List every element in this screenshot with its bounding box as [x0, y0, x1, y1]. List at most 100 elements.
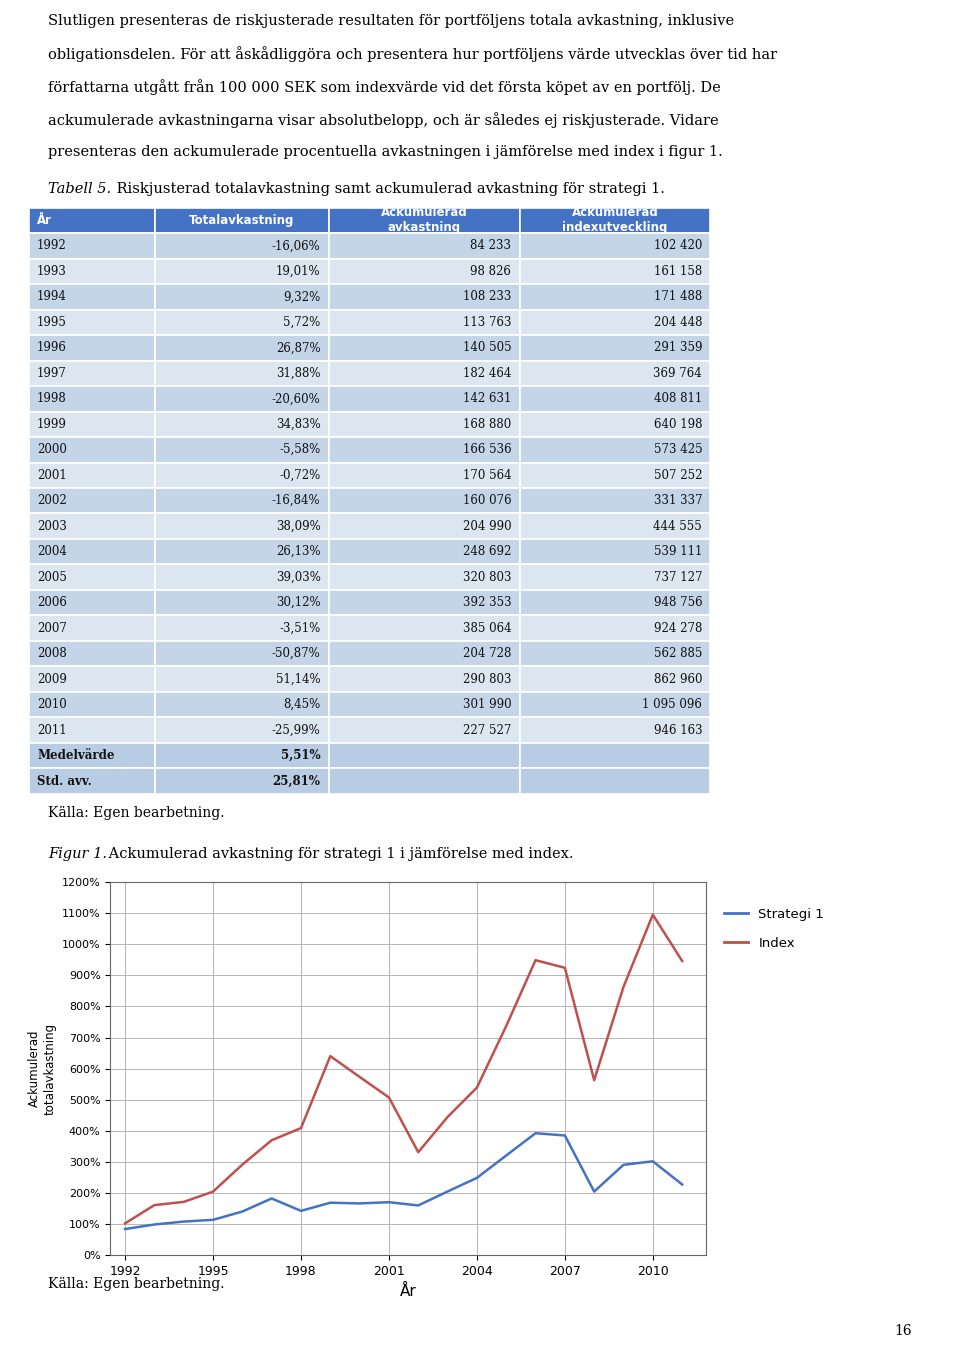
- Bar: [29, 361, 155, 385]
- Bar: [519, 385, 710, 411]
- Text: 946 163: 946 163: [654, 723, 702, 737]
- Bar: [328, 361, 519, 385]
- Text: Slutligen presenteras de riskjusterade resultaten för portföljens totala avkastn: Slutligen presenteras de riskjusterade r…: [48, 14, 734, 27]
- Text: 2002: 2002: [37, 494, 67, 508]
- Bar: [155, 718, 328, 742]
- Text: 444 555: 444 555: [654, 520, 702, 533]
- Text: 39,03%: 39,03%: [276, 571, 321, 584]
- Bar: [328, 284, 519, 309]
- Bar: [155, 463, 328, 489]
- Bar: [29, 718, 155, 742]
- Bar: [328, 385, 519, 411]
- Bar: [519, 666, 710, 692]
- Text: 408 811: 408 811: [654, 392, 702, 406]
- Bar: [328, 489, 519, 513]
- Text: 290 803: 290 803: [463, 673, 512, 685]
- Bar: [519, 718, 710, 742]
- Text: 2005: 2005: [37, 571, 67, 584]
- Bar: [155, 437, 328, 463]
- Bar: [29, 385, 155, 411]
- Bar: [155, 335, 328, 361]
- Text: Medelvärde: Medelvärde: [37, 749, 114, 763]
- Text: 204 728: 204 728: [463, 647, 512, 660]
- Text: 227 527: 227 527: [463, 723, 512, 737]
- Text: 862 960: 862 960: [654, 673, 702, 685]
- Text: 291 359: 291 359: [654, 342, 702, 354]
- Text: 38,09%: 38,09%: [276, 520, 321, 533]
- Bar: [155, 284, 328, 309]
- Text: 161 158: 161 158: [654, 265, 702, 278]
- Text: Riskjusterad totalavkastning samt ackumulerad avkastning för strategi 1.: Riskjusterad totalavkastning samt ackumu…: [112, 182, 665, 197]
- Text: 142 631: 142 631: [463, 392, 512, 406]
- Bar: [155, 742, 328, 768]
- Bar: [328, 309, 519, 335]
- Text: 1993: 1993: [37, 265, 67, 278]
- Bar: [328, 742, 519, 768]
- Bar: [155, 616, 328, 641]
- Bar: [328, 437, 519, 463]
- Bar: [29, 616, 155, 641]
- Bar: [155, 590, 328, 616]
- Text: 204 448: 204 448: [654, 316, 702, 328]
- Bar: [519, 284, 710, 309]
- Bar: [519, 489, 710, 513]
- Text: 9,32%: 9,32%: [283, 290, 321, 304]
- Text: -0,72%: -0,72%: [279, 468, 321, 482]
- Bar: [155, 233, 328, 259]
- Bar: [155, 565, 328, 590]
- Text: 737 127: 737 127: [654, 571, 702, 584]
- Bar: [328, 208, 519, 233]
- Text: 30,12%: 30,12%: [276, 596, 321, 609]
- Text: -3,51%: -3,51%: [279, 622, 321, 635]
- Bar: [519, 641, 710, 666]
- Text: författarna utgått från 100 000 SEK som indexvärde vid det första köpet av en po: författarna utgått från 100 000 SEK som …: [48, 79, 721, 95]
- Bar: [29, 768, 155, 794]
- Text: 168 880: 168 880: [463, 418, 512, 430]
- Bar: [519, 437, 710, 463]
- Text: 2008: 2008: [37, 647, 67, 660]
- Text: 539 111: 539 111: [654, 546, 702, 558]
- Text: 392 353: 392 353: [463, 596, 512, 609]
- Bar: [29, 641, 155, 666]
- Text: Totalavkastning: Totalavkastning: [189, 214, 295, 227]
- Text: 507 252: 507 252: [654, 468, 702, 482]
- Text: Ackumulerad avkastning för strategi 1 i jämförelse med index.: Ackumulerad avkastning för strategi 1 i …: [105, 847, 574, 862]
- Text: 331 337: 331 337: [654, 494, 702, 508]
- Text: 2007: 2007: [37, 622, 67, 635]
- Bar: [155, 641, 328, 666]
- Bar: [519, 361, 710, 385]
- Text: 1995: 1995: [37, 316, 67, 328]
- Bar: [29, 742, 155, 768]
- Bar: [519, 539, 710, 565]
- Text: 573 425: 573 425: [654, 444, 702, 456]
- Text: 301 990: 301 990: [463, 697, 512, 711]
- Bar: [155, 666, 328, 692]
- Text: 182 464: 182 464: [463, 366, 512, 380]
- Text: 170 564: 170 564: [463, 468, 512, 482]
- Text: 108 233: 108 233: [463, 290, 512, 304]
- Bar: [328, 590, 519, 616]
- Text: 102 420: 102 420: [654, 239, 702, 252]
- Bar: [519, 590, 710, 616]
- X-axis label: År: År: [399, 1284, 417, 1299]
- Bar: [29, 437, 155, 463]
- Text: 51,14%: 51,14%: [276, 673, 321, 685]
- Bar: [519, 335, 710, 361]
- Bar: [519, 768, 710, 794]
- Text: Std. avv.: Std. avv.: [37, 775, 92, 787]
- Text: 1997: 1997: [37, 366, 67, 380]
- Bar: [519, 513, 710, 539]
- Text: Ackumulerad
avkastning: Ackumulerad avkastning: [381, 206, 468, 235]
- Bar: [29, 565, 155, 590]
- Text: -20,60%: -20,60%: [272, 392, 321, 406]
- Bar: [155, 411, 328, 437]
- Bar: [519, 411, 710, 437]
- Text: 2004: 2004: [37, 546, 67, 558]
- Bar: [328, 692, 519, 718]
- Text: -5,58%: -5,58%: [279, 444, 321, 456]
- Text: 2001: 2001: [37, 468, 67, 482]
- Bar: [29, 284, 155, 309]
- Text: 562 885: 562 885: [654, 647, 702, 660]
- Text: 2006: 2006: [37, 596, 67, 609]
- Bar: [29, 259, 155, 284]
